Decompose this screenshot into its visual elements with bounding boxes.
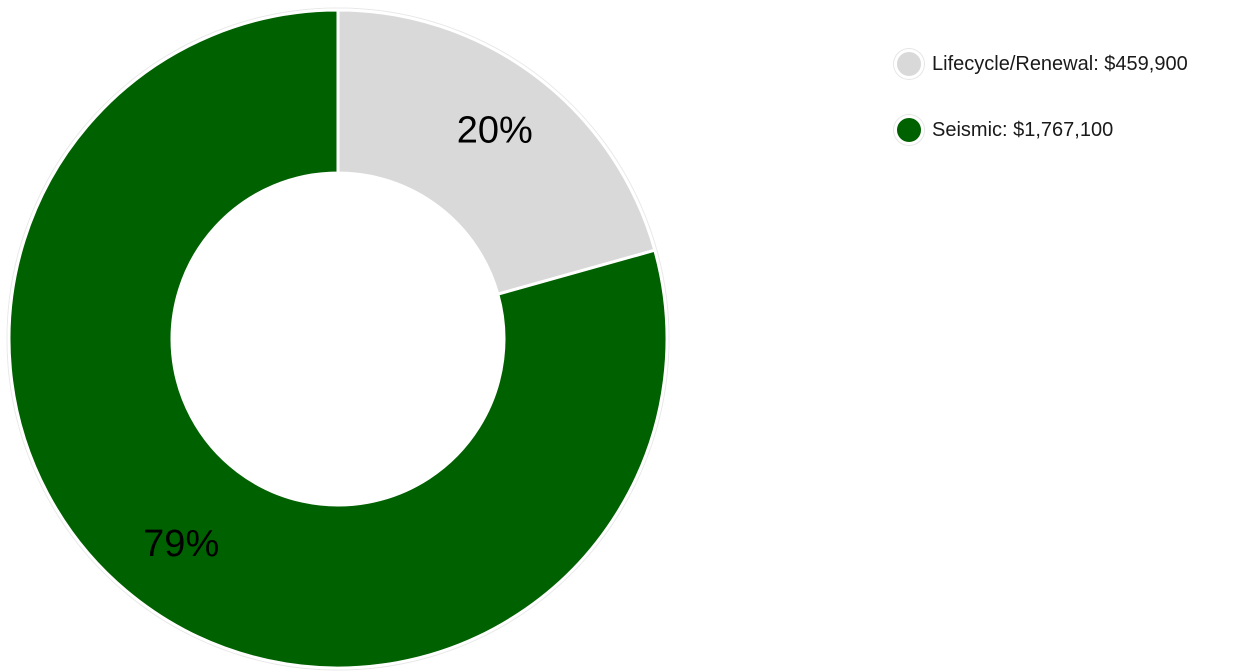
legend-swatch-lifecycle-renewal — [894, 49, 924, 79]
slice-label-seismic: 79% — [143, 523, 219, 565]
donut-slice-lifecycle-renewal[interactable] — [336, 8, 657, 297]
donut-slice-seismic[interactable] — [7, 8, 669, 670]
legend-item-seismic[interactable]: Seismic: $1,767,100 — [894, 110, 1188, 150]
donut-chart: 20% 79% — [6, 7, 670, 671]
chart-legend: Lifecycle/Renewal: $459,900 Seismic: $1,… — [894, 44, 1188, 176]
donut-outer-edge — [6, 7, 670, 671]
legend-swatch-seismic — [894, 115, 924, 145]
slice-label-lifecycle-renewal: 20% — [457, 109, 533, 151]
legend-item-lifecycle-renewal[interactable]: Lifecycle/Renewal: $459,900 — [894, 44, 1188, 84]
legend-label-lifecycle-renewal: Lifecycle/Renewal: $459,900 — [932, 52, 1188, 75]
legend-label-seismic: Seismic: $1,767,100 — [932, 118, 1114, 141]
